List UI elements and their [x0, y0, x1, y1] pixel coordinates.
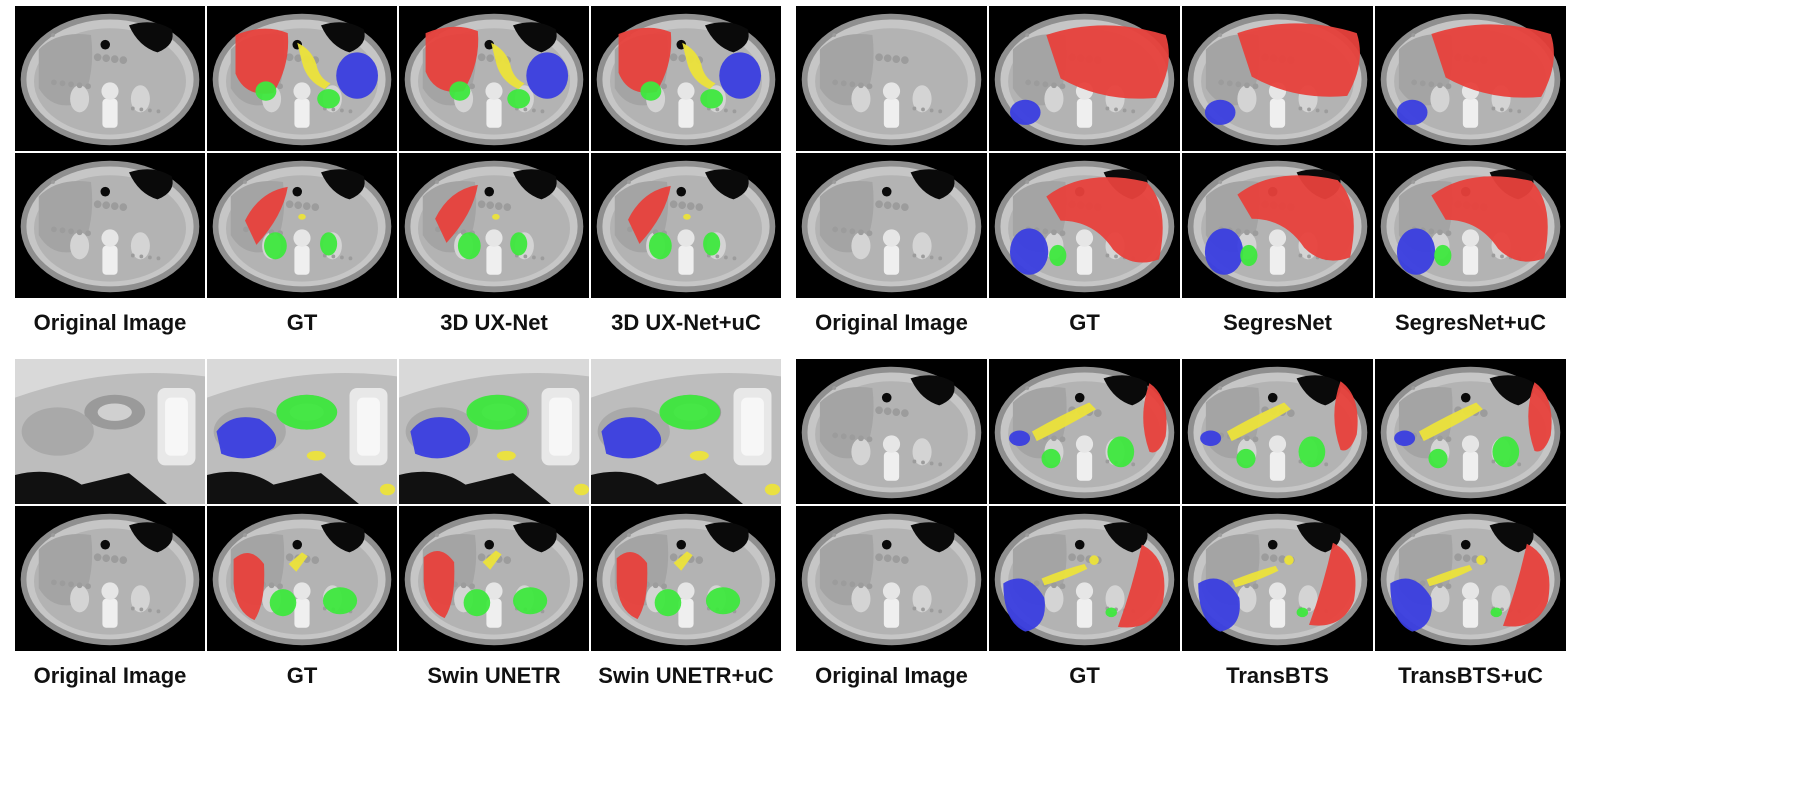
- caption-method: SegresNet: [1223, 310, 1332, 335]
- original-image-r1-c1: [15, 359, 205, 504]
- segmentation-image-r2-c3: [1182, 506, 1373, 651]
- original-image-r2-c1: [15, 153, 205, 298]
- image-grid: [795, 5, 1567, 299]
- caption-original-image: Original Image: [815, 663, 968, 688]
- panel-transbts: Original Image GT TransBTS TransBTS+uC: [795, 358, 1567, 698]
- caption-method: 3D UX-Net: [440, 310, 548, 335]
- panel-segresnet: Original Image GT SegresNet SegresNet+uC: [795, 5, 1567, 345]
- segmentation-image-r2-c4: [1375, 506, 1566, 651]
- image-grid: [795, 358, 1567, 652]
- segmentation-image-r1-c2: [207, 359, 397, 504]
- segmentation-image-r1-c3: [1182, 359, 1373, 504]
- segmentation-image-r1-c2: [207, 6, 397, 151]
- caption-method: TransBTS: [1226, 663, 1329, 688]
- segmentation-image-r1-c2: [989, 6, 1180, 151]
- segmentation-image-r2-c2: [989, 506, 1180, 651]
- segmentation-image-r1-c3: [399, 359, 589, 504]
- caption-method-uc: 3D UX-Net+uC: [611, 310, 761, 335]
- segmentation-image-r2-c3: [399, 506, 589, 651]
- segmentation-image-r2-c2: [207, 506, 397, 651]
- original-image-r2-c1: [15, 506, 205, 651]
- panel-3d-uxnet: Original Image GT 3D UX-Net 3D UX-Net+uC: [14, 5, 782, 345]
- panel-swin-unetr: Original Image GT Swin UNETR Swin UNETR+…: [14, 358, 782, 698]
- original-image-r2-c1: [796, 153, 987, 298]
- caption-method-uc: SegresNet+uC: [1394, 310, 1546, 335]
- segmentation-image-r1-c4: [1375, 359, 1566, 504]
- caption-method-uc: Swin UNETR+uC: [598, 663, 774, 688]
- caption-method-uc: TransBTS+uC: [1398, 663, 1543, 688]
- segmentation-image-r2-c2: [989, 153, 1180, 298]
- image-grid: [14, 5, 782, 299]
- original-image-r1-c1: [796, 6, 987, 151]
- segmentation-image-r2-c4: [591, 506, 781, 651]
- caption-original-image: Original Image: [815, 310, 968, 335]
- segmentation-image-r1-c4: [591, 359, 781, 504]
- segmentation-image-r2-c2: [207, 153, 397, 298]
- image-grid: [14, 358, 782, 652]
- segmentation-image-r2-c4: [1375, 153, 1566, 298]
- caption-gt: GT: [1069, 663, 1100, 688]
- caption-gt: GT: [1069, 310, 1100, 335]
- segmentation-image-r2-c3: [399, 153, 589, 298]
- segmentation-image-r1-c3: [399, 6, 589, 151]
- original-image-r1-c1: [15, 6, 205, 151]
- segmentation-image-r1-c2: [989, 359, 1180, 504]
- segmentation-image-r1-c4: [1375, 6, 1566, 151]
- segmentation-image-r2-c4: [591, 153, 781, 298]
- caption-original-image: Original Image: [33, 663, 187, 688]
- caption-gt: GT: [286, 663, 318, 688]
- original-image-r1-c1: [796, 359, 987, 504]
- caption-gt: GT: [286, 310, 318, 335]
- original-image-r2-c1: [796, 506, 987, 651]
- segmentation-image-r1-c3: [1182, 6, 1373, 151]
- caption-original-image: Original Image: [33, 310, 187, 335]
- segmentation-image-r2-c3: [1182, 153, 1373, 298]
- segmentation-image-r1-c4: [591, 6, 781, 151]
- caption-method: Swin UNETR: [427, 663, 561, 688]
